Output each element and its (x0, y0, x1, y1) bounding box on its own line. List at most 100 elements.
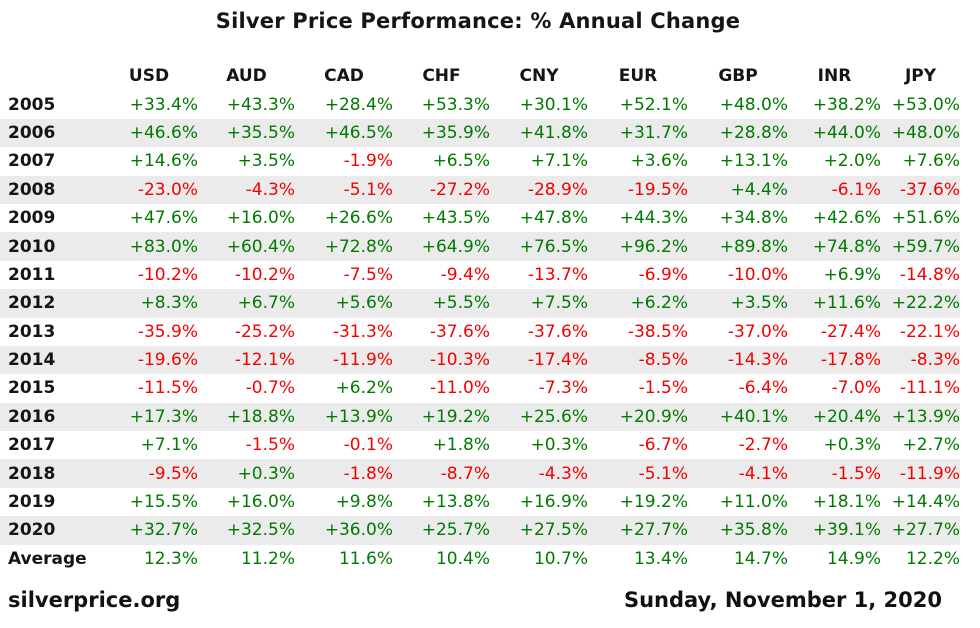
value-cell: 11.6% (338, 548, 393, 569)
value-cell: -12.1% (234, 350, 295, 371)
year-cell: 2017 (8, 435, 56, 456)
value-cell: +6.9% (823, 264, 881, 285)
year-cell: 2015 (8, 378, 56, 399)
value-cell: -17.8% (820, 350, 881, 371)
value-cell: +14.6% (129, 151, 198, 172)
value-cell: +20.4% (812, 406, 881, 427)
year-cell: 2008 (8, 179, 56, 200)
value-cell: +59.7% (891, 236, 960, 257)
value-cell: 11.2% (240, 548, 295, 569)
value-cell: +11.6% (812, 293, 881, 314)
value-cell: +35.8% (719, 520, 788, 541)
value-cell: +3.5% (730, 293, 788, 314)
value-cell: -10.2% (137, 264, 198, 285)
value-cell: +5.5% (432, 293, 490, 314)
value-cell: +16.9% (519, 492, 588, 513)
value-cell: -25.2% (234, 321, 295, 342)
table-row-2015: 2015 -11.5% -0.7% +6.2% -11.0% -7.3% -1.5% -6.4… (0, 374, 960, 402)
value-cell: +33.4% (129, 94, 198, 115)
value-cell: +7.5% (530, 293, 588, 314)
value-cell: +3.5% (237, 151, 295, 172)
value-cell: +47.8% (519, 208, 588, 229)
year-cell: 2006 (8, 122, 56, 143)
value-cell: +96.2% (619, 236, 688, 257)
value-cell: +7.1% (140, 435, 198, 456)
value-cell: +13.9% (891, 406, 960, 427)
value-cell: +0.3% (530, 435, 588, 456)
value-cell: 13.4% (633, 548, 688, 569)
value-cell: -0.1% (343, 435, 393, 456)
table-row-2008: 2008 -23.0% -4.3% -5.1% -27.2% -28.9% -19.5% +4… (0, 175, 960, 204)
value-cell: +60.4% (226, 236, 295, 257)
value-cell: +31.7% (619, 122, 688, 143)
year-cell: 2014 (8, 350, 56, 371)
value-cell: +41.8% (519, 122, 588, 143)
column-header-gbp: GBP (718, 66, 758, 87)
value-cell: +13.8% (421, 492, 490, 513)
value-cell: -8.3% (910, 350, 960, 371)
value-cell: -7.0% (831, 378, 881, 399)
value-cell: +15.5% (129, 492, 198, 513)
value-cell: +48.0% (719, 94, 788, 115)
year-column-header (0, 62, 100, 90)
table-row-2009: 2009 +47.6% +16.0% +26.6% +43.5% +47.8% +44.3%… (0, 204, 960, 232)
value-cell: +36.0% (324, 520, 393, 541)
value-cell: +74.8% (812, 236, 881, 257)
year-cell: 2005 (8, 94, 56, 115)
value-cell: -1.5% (245, 435, 295, 456)
value-cell: -8.5% (638, 350, 688, 371)
table-row-2010: 2010 +83.0% +60.4% +72.8% +64.9% +76.5% +96.2%… (0, 232, 960, 261)
year-cell: 2009 (8, 208, 56, 229)
value-cell: +6.7% (237, 293, 295, 314)
year-cell: 2013 (8, 321, 56, 342)
value-cell: 14.7% (733, 548, 788, 569)
value-cell: -6.1% (831, 179, 881, 200)
value-cell: +47.6% (129, 208, 198, 229)
value-cell: +25.6% (519, 406, 588, 427)
value-cell: -1.5% (638, 378, 688, 399)
value-cell: +18.1% (812, 492, 881, 513)
value-cell: +53.3% (421, 94, 490, 115)
value-cell: +6.2% (335, 378, 393, 399)
value-cell: +27.5% (519, 520, 588, 541)
value-cell: -6.4% (738, 378, 788, 399)
value-cell: -11.0% (429, 378, 490, 399)
value-cell: 14.9% (826, 548, 881, 569)
value-cell: -13.7% (527, 264, 588, 285)
value-cell: -19.5% (627, 179, 688, 200)
value-cell: -9.5% (148, 463, 198, 484)
value-cell: -37.6% (899, 179, 960, 200)
value-cell: +39.1% (812, 520, 881, 541)
table-row-2006: 2006 +46.6% +35.5% +46.5% +35.9% +41.8% +31.7%… (0, 118, 960, 148)
value-cell: -19.6% (137, 350, 198, 371)
value-cell: 12.3% (143, 548, 198, 569)
average-label: Average (8, 548, 87, 569)
value-cell: +44.0% (812, 122, 881, 143)
value-cell: -5.1% (343, 179, 393, 200)
value-cell: -1.9% (343, 151, 393, 172)
value-cell: -23.0% (137, 179, 198, 200)
value-cell: +20.9% (619, 406, 688, 427)
value-cell: +16.0% (226, 492, 295, 513)
value-cell: +35.9% (421, 122, 490, 143)
value-cell: -11.9% (899, 463, 960, 484)
value-cell: +7.1% (530, 151, 588, 172)
date-text: Sunday, November 1, 2020 (623, 588, 942, 612)
value-cell: +5.6% (335, 293, 393, 314)
value-cell: -27.4% (820, 321, 881, 342)
value-cell: -0.7% (245, 378, 295, 399)
table-row-2019: 2019 +15.5% +16.0% +9.8% +13.8% +16.9% +19.2% +… (0, 488, 960, 516)
table-row-2005: 2005 +33.4% +43.3% +28.4% +53.3% +30.1% +52.1%… (0, 90, 960, 118)
value-cell: +46.6% (129, 122, 198, 143)
value-cell: +13.9% (324, 406, 393, 427)
value-cell: +19.2% (619, 492, 688, 513)
value-cell: -1.5% (831, 463, 881, 484)
value-cell: -11.5% (137, 378, 198, 399)
value-cell: +16.0% (226, 208, 295, 229)
value-cell: +30.1% (519, 94, 588, 115)
value-cell: 10.7% (533, 548, 588, 569)
column-header-cny: CNY (519, 66, 559, 87)
source-text: silverprice.org (8, 588, 181, 612)
table-row-2016: 2016 +17.3% +18.8% +13.9% +19.2% +25.6% +20.9%… (0, 402, 960, 432)
column-header-jpy: JPY (904, 66, 937, 87)
